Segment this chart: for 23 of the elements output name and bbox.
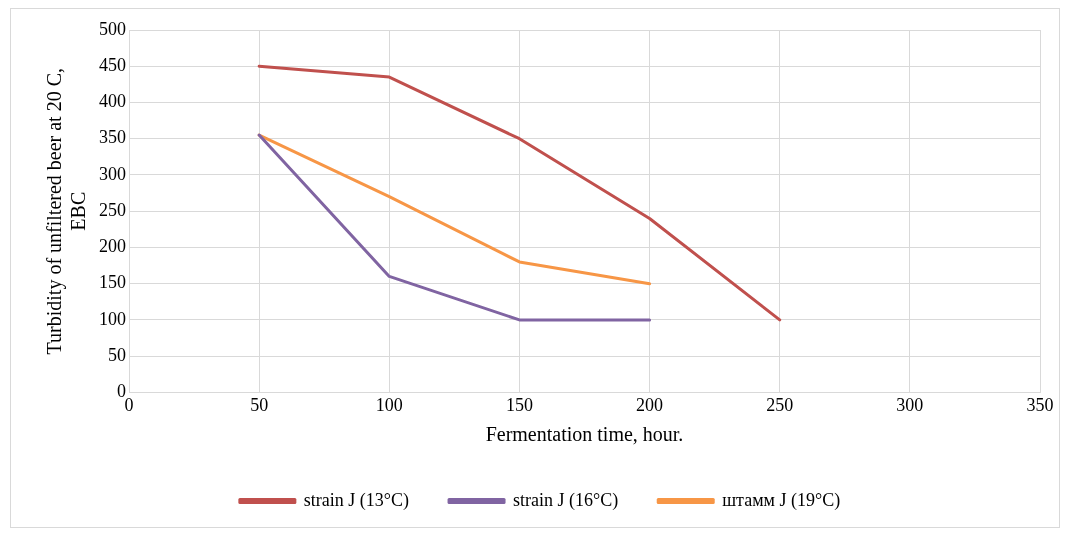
x-tick-label: 250 <box>766 394 794 415</box>
x-tick-label: 350 <box>1026 394 1054 415</box>
y-tick-label: 300 <box>99 163 126 184</box>
x-tick-label: 300 <box>896 394 924 415</box>
y-tick-label: 350 <box>99 127 126 148</box>
y-tick-label: 150 <box>99 272 126 293</box>
x-tick-label: 200 <box>636 394 664 415</box>
y-tick-label: 400 <box>99 91 126 112</box>
legend-label: strain J (16°C) <box>513 489 619 511</box>
x-tick-label: 100 <box>375 394 403 415</box>
legend-label: штамм J (19°C) <box>722 489 841 511</box>
x-tick-label: 150 <box>505 394 533 415</box>
y-tick-label: 250 <box>99 199 126 220</box>
x-axis-title: Fermentation time, hour. <box>485 423 684 446</box>
y-tick-label: 100 <box>99 308 126 329</box>
y-tick-label: 50 <box>108 344 126 365</box>
y-tick-label: 0 <box>117 381 126 402</box>
legend-label: strain J (13°C) <box>303 489 410 511</box>
y-tick-label: 450 <box>99 54 126 75</box>
y-tick-label: 500 <box>99 18 126 39</box>
y-axis-title: Turbidity of unfiltered beer at 20 C, EBC <box>43 67 90 355</box>
x-tick-label: 50 <box>250 394 269 415</box>
y-tick-label: 200 <box>99 236 126 257</box>
